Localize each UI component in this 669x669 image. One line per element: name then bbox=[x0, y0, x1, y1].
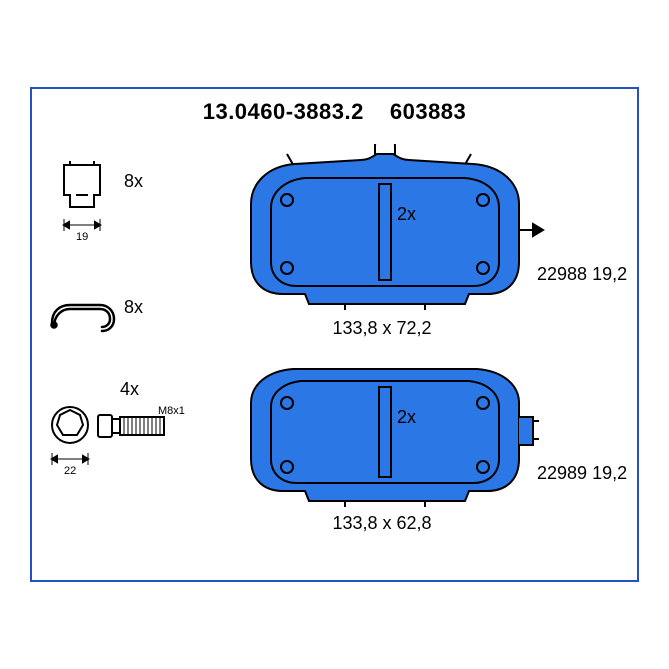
pad-bottom-dimensions: 133,8 x 62,8 bbox=[237, 513, 527, 534]
clip1-width: 19 bbox=[76, 231, 88, 243]
pad-top-code: 22988 19,2 bbox=[537, 264, 627, 285]
accessories-column: 8x 19 8x 4x bbox=[52, 159, 212, 519]
pad-bottom-code: 22989 19,2 bbox=[537, 463, 627, 484]
pad-bottom-qty: 2x bbox=[397, 407, 416, 428]
part-number: 13.0460-3883.2 bbox=[203, 99, 364, 124]
pad-top-shape bbox=[237, 144, 547, 314]
pad-bottom-shape bbox=[237, 359, 547, 509]
clip-icon bbox=[52, 159, 112, 241]
spring-clip-icon bbox=[48, 289, 120, 339]
accessory-clip-2: 8x bbox=[52, 279, 212, 379]
accessory-clip-1: 8x 19 bbox=[52, 159, 212, 279]
brake-pad-top: 2x 22988 19,2 133,8 x 72,2 bbox=[237, 144, 597, 339]
bolt-thread: M8x1 bbox=[158, 405, 185, 417]
pad-top-dimensions: 133,8 x 72,2 bbox=[237, 318, 527, 339]
pad-top-qty: 2x bbox=[397, 204, 416, 225]
header: 13.0460-3883.2 603883 bbox=[32, 99, 637, 125]
clip1-qty: 8x bbox=[124, 171, 143, 192]
part-code: 603883 bbox=[390, 99, 466, 124]
accessory-bolt: 4x M8x1 bbox=[52, 379, 212, 519]
diagram-frame: 13.0460-3883.2 603883 8x 19 bbox=[30, 87, 639, 582]
brake-pad-bottom: 2x 22989 19,2 133,8 x 62,8 bbox=[237, 359, 597, 534]
bolt-head-dim: 22 bbox=[64, 465, 76, 477]
pads-area: 2x 22988 19,2 133,8 x 72,2 bbox=[237, 144, 597, 554]
clip2-qty: 8x bbox=[124, 297, 143, 318]
